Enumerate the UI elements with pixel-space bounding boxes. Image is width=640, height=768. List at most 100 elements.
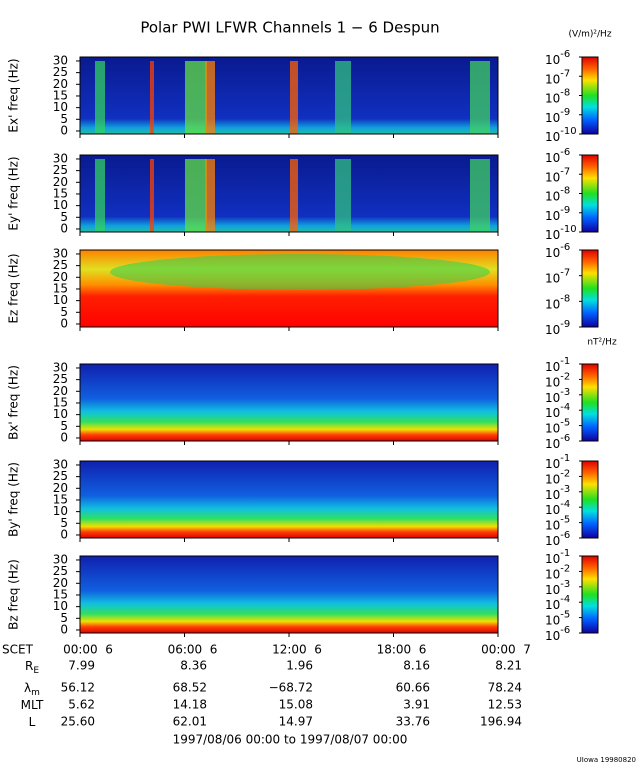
colorbar-tick-label: 10-3 (545, 484, 570, 502)
colorbar-tick-label: 10-9 (545, 319, 570, 337)
colorbar-tick-exp: -7 (560, 68, 570, 79)
orbit-label: L (29, 715, 36, 729)
colorbar-tick-base: 10 (545, 518, 560, 532)
colorbar-tick-exp: -8 (560, 186, 570, 197)
spectrogram (80, 57, 498, 134)
colorbar-tick-label: 10-6 (545, 49, 570, 67)
colorbar-tick-base: 10 (545, 208, 560, 222)
colorbar-tick-base: 10 (545, 271, 560, 285)
y-tick-label: 25 (53, 469, 68, 483)
orbit-value: 78.24 (488, 681, 522, 695)
colorbar-tick-exp: -7 (560, 268, 570, 279)
colorbar-tick-exp: -9 (560, 107, 570, 118)
colorbar-tick-base: 10 (545, 552, 560, 566)
colorbar-tick-exp: -3 (560, 579, 570, 590)
colorbar (581, 56, 599, 135)
orbit-label: R (25, 659, 33, 673)
colorbar-tick-exp: -8 (560, 293, 570, 304)
orbit-value: 33.76 (396, 715, 430, 729)
colorbar-tick-base: 10 (545, 53, 560, 67)
colorbar-tick-label: 10-5 (545, 418, 570, 436)
colorbar-tick-base: 10 (545, 72, 560, 86)
y-tick-label: 0 (60, 622, 68, 636)
y-tick-label: 20 (53, 481, 68, 495)
y-tick-label: 15 (53, 186, 68, 200)
spectrogram (80, 364, 498, 441)
orbit-value: 8.21 (495, 659, 522, 673)
orbit-row-label: λm (24, 681, 40, 698)
y-tick-label: 25 (53, 65, 68, 79)
colorbar-tick-base: 10 (545, 629, 560, 643)
y-tick-label: 10 (53, 599, 68, 613)
y-axis-label: Bx' freq (Hz) (7, 365, 21, 440)
colorbar-tick-exp: -8 (560, 88, 570, 99)
orbit-value: 3.91 (403, 698, 430, 712)
y-tick-label: 30 (53, 360, 68, 374)
y-tick-label: 0 (60, 123, 68, 137)
colorbar-tick-exp: -1 (560, 548, 570, 559)
y-axis-label: Ex' freq (Hz) (7, 58, 21, 132)
unit-label: nT²/Hz (587, 338, 617, 348)
y-tick-label: 15 (53, 492, 68, 506)
colorbar-tick-exp: -6 (560, 242, 570, 253)
colorbar-tick-exp: -1 (560, 356, 570, 367)
colorbar-tick-base: 10 (545, 189, 560, 203)
colorbar-tick-label: 10-6 (545, 242, 570, 260)
colorbar-tick-label: 10-4 (545, 499, 570, 517)
colorbar (581, 460, 599, 539)
colorbar-tick-exp: -10 (560, 126, 576, 137)
colorbar-tick-label: 10-6 (545, 530, 570, 548)
colorbar-tick-label: 10-4 (545, 594, 570, 612)
colorbar-tick-label: 10-7 (545, 166, 570, 184)
colorbar-tick-base: 10 (545, 567, 560, 581)
colorbar-tick-label: 10-2 (545, 468, 570, 486)
orbit-value: 68.52 (173, 681, 207, 695)
y-tick-label: 15 (53, 395, 68, 409)
colorbar (581, 555, 599, 634)
colorbar-tick-base: 10 (545, 472, 560, 486)
y-tick-label: 5 (60, 210, 68, 224)
colorbar-tick-exp: -6 (560, 625, 570, 636)
y-axis-label: Bz freq (Hz) (7, 559, 21, 630)
x-axis-label: SCET (2, 643, 34, 657)
colorbar-tick-exp: -3 (560, 484, 570, 495)
colorbar (581, 249, 599, 328)
y-tick-label: 10 (53, 100, 68, 114)
y-tick-label: 0 (60, 430, 68, 444)
colorbar-tick-label: 10-9 (545, 107, 570, 125)
colorbar-tick-label: 10-8 (545, 88, 570, 106)
y-tick-label: 30 (53, 53, 68, 67)
y-tick-label: 15 (53, 88, 68, 102)
colorbar-tick-exp: -6 (560, 530, 570, 541)
y-tick-label: 20 (53, 270, 68, 284)
colorbar-tick-base: 10 (545, 487, 560, 501)
colorbar-tick-exp: -9 (560, 205, 570, 216)
colorbar-tick-exp: -6 (560, 147, 570, 158)
colorbar-tick-exp: -7 (560, 166, 570, 177)
colorbar-tick-exp: -4 (560, 402, 570, 413)
x-tick-label: 00:00 7 (481, 643, 531, 657)
y-tick-label: 10 (53, 407, 68, 421)
colorbar-tick-label: 10-6 (545, 147, 570, 165)
colorbar-tick-exp: -2 (560, 468, 570, 479)
colorbar-tick-base: 10 (545, 246, 560, 260)
y-tick-label: 0 (60, 527, 68, 541)
colorbar-tick-label: 10-7 (545, 68, 570, 86)
orbit-value: 15.08 (279, 698, 313, 712)
y-tick-label: 5 (60, 419, 68, 433)
orbit-value: 14.97 (279, 715, 313, 729)
spectrogram (80, 155, 498, 232)
date-range: 1997/08/06 00:00 to 1997/08/07 00:00 (173, 733, 408, 747)
colorbar-tick-label: 10-2 (545, 563, 570, 581)
orbit-value: 196.94 (480, 715, 522, 729)
orbit-label: λ (24, 681, 31, 695)
orbit-value: 56.12 (61, 681, 95, 695)
orbit-label-sub: E (33, 666, 39, 676)
colorbar-tick-exp: -4 (560, 499, 570, 510)
colorbar-tick-label: 10-10 (545, 126, 577, 144)
orbit-value: 62.01 (173, 715, 207, 729)
y-tick-label: 5 (60, 516, 68, 530)
y-axis-label: Ez freq (Hz) (7, 253, 21, 323)
colorbar-tick-exp: -1 (560, 453, 570, 464)
colorbar-tick-base: 10 (545, 375, 560, 389)
